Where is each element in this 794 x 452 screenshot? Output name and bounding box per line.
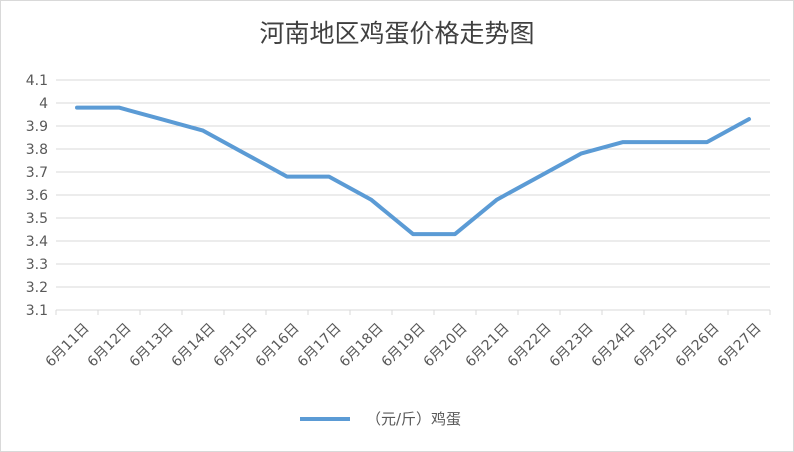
- x-tick-label: 6月27日: [715, 320, 765, 370]
- x-tick-label: 6月19日: [379, 320, 429, 370]
- y-tick-label: 3.7: [26, 165, 48, 181]
- series-layer: [75, 105, 751, 237]
- x-tick-label: 6月14日: [169, 320, 219, 370]
- y-tick-label: 3.8: [26, 142, 48, 158]
- legend: （元/斤）鸡蛋: [300, 408, 461, 429]
- x-axis: 6月11日6月12日6月13日6月14日6月15日6月16日6月17日6月18日…: [43, 310, 771, 370]
- y-axis: 3.1 3.2 3.3 3.4 3.5 3.6 3.7 3.8 3.9 4 4.1: [26, 73, 48, 319]
- x-tick-label: 6月24日: [589, 320, 639, 370]
- y-tick-label: 4: [39, 96, 48, 112]
- x-tick-label: 6月12日: [85, 320, 135, 370]
- legend-label: （元/斤）鸡蛋: [366, 410, 462, 428]
- x-tick-label: 6月21日: [463, 320, 513, 370]
- x-tick-label: 6月20日: [421, 320, 471, 370]
- x-tick-label: 6月26日: [673, 320, 723, 370]
- x-tick-label: 6月23日: [547, 320, 597, 370]
- x-tick-label: 6月22日: [505, 320, 555, 370]
- x-tick-label: 6月16日: [253, 320, 303, 370]
- x-tick-label: 6月17日: [295, 320, 345, 370]
- y-tick-label: 4.1: [26, 73, 48, 89]
- chart-title: 河南地区鸡蛋价格走势图: [259, 19, 535, 48]
- y-tick-label: 3.4: [26, 234, 48, 250]
- y-tick-label: 3.1: [26, 303, 48, 319]
- x-tick-label: 6月25日: [631, 320, 681, 370]
- y-tick-label: 3.9: [26, 119, 48, 135]
- y-tick-label: 3.2: [26, 280, 48, 296]
- y-tick-label: 3.3: [26, 257, 48, 273]
- gridlines: [56, 79, 770, 311]
- x-tick-label: 6月11日: [43, 320, 93, 370]
- legend-swatch: [300, 416, 350, 421]
- series-line: [75, 105, 751, 237]
- y-tick-label: 3.6: [26, 188, 48, 204]
- y-tick-label: 3.5: [26, 211, 48, 227]
- x-tick-label: 6月18日: [337, 320, 387, 370]
- x-tick-label: 6月13日: [127, 320, 177, 370]
- x-tick-label: 6月15日: [211, 320, 261, 370]
